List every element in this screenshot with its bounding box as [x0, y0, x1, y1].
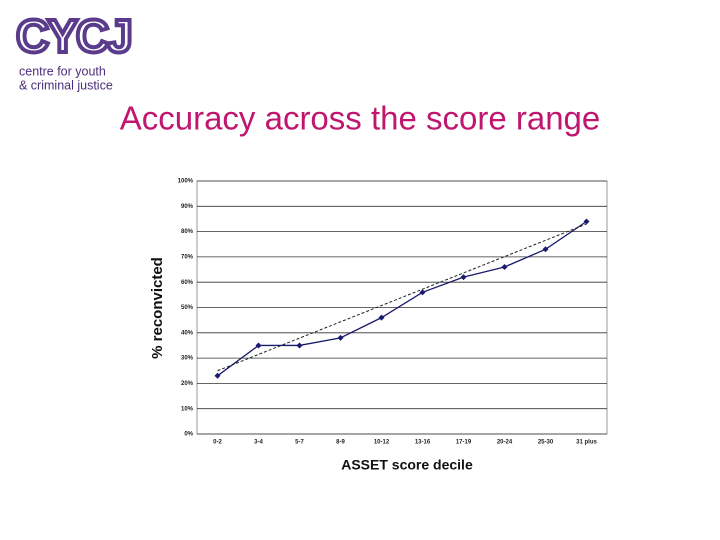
logo-mark: CYCJ: [16, 10, 131, 62]
x-tick-label: 25-30: [538, 440, 554, 446]
x-tick-label: 20-24: [497, 440, 513, 446]
y-tick-label: 30%: [181, 356, 194, 362]
x-tick-label: 31 plus: [576, 440, 597, 446]
y-tick-label: 20%: [181, 381, 194, 387]
y-tick-label: 70%: [181, 254, 194, 260]
trend-line: [217, 223, 587, 372]
y-tick-label: 50%: [181, 305, 194, 311]
data-point: [501, 264, 508, 271]
data-point: [460, 274, 467, 281]
y-tick-label: 10%: [181, 406, 194, 412]
logo-line: centre for youth: [19, 64, 106, 78]
y-tick-label: 100%: [178, 179, 194, 185]
x-tick-label: 3-4: [254, 440, 263, 446]
x-tick-label: 8-9: [336, 440, 345, 446]
y-tick-label: 60%: [181, 280, 194, 286]
x-tick-label: 10-12: [374, 440, 390, 446]
x-tick-label: 13-16: [415, 440, 431, 446]
data-point: [214, 372, 221, 379]
y-tick-label: 80%: [181, 229, 194, 235]
data-point: [337, 334, 344, 341]
y-tick-label: 90%: [181, 204, 194, 210]
logo-line: & criminal justice: [19, 78, 113, 92]
data-point: [378, 314, 385, 321]
x-axis-label: ASSET score decile: [341, 457, 473, 473]
y-axis-label: % reconvicted: [149, 257, 166, 359]
x-tick-label: 5-7: [295, 440, 304, 446]
x-tick-label: 0-2: [213, 440, 222, 446]
data-point: [542, 246, 549, 253]
slide-title: Accuracy across the score range: [120, 100, 601, 137]
series-line: [217, 220, 587, 377]
y-tick-label: 0%: [184, 432, 193, 438]
data-point: [419, 289, 426, 296]
y-tick-label: 40%: [181, 330, 194, 336]
data-point: [583, 218, 590, 225]
data-point: [296, 342, 303, 349]
x-tick-label: 17-19: [456, 440, 472, 446]
data-point: [255, 342, 262, 349]
